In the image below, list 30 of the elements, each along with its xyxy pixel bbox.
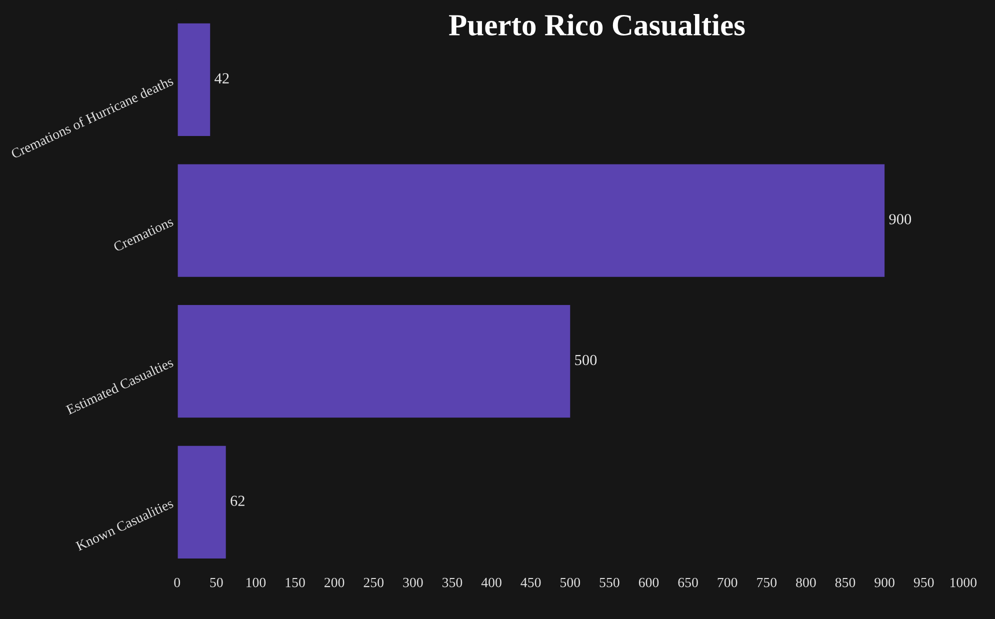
bar [177,446,226,558]
x-tick-label: 1000 [950,578,977,588]
x-tick-label: 250 [364,578,384,588]
x-tick-label: 300 [403,578,423,588]
x-tick-label: 50 [210,578,223,588]
x-tick-label: 0 [174,578,180,588]
x-tick-label: 950 [914,578,934,588]
x-tick-label: 500 [560,578,580,588]
data-label: 900 [889,214,912,224]
x-tick-label: 650 [678,578,698,588]
chart-title: Puerto Rico Casualties [449,14,745,36]
data-label: 500 [575,354,597,366]
bar [177,305,570,418]
data-label: 62 [230,496,244,506]
x-tick-label: 550 [600,578,620,588]
x-tick-label: 100 [246,578,266,588]
x-tick-label: 800 [796,578,816,588]
x-tick-label: 700 [718,578,738,588]
x-tick-label: 400 [481,578,502,588]
bar [177,164,885,277]
data-label: 42 [214,73,229,84]
x-tick-label: 350 [442,578,462,588]
bar [177,23,210,136]
x-tick-label: 850 [835,578,856,588]
x-tick-label: 750 [757,578,777,588]
x-tick-label: 450 [520,578,541,588]
x-tick-label: 600 [638,578,659,588]
x-tick-label: 150 [286,578,305,588]
x-tick-label: 200 [324,578,344,588]
x-tick-label: 900 [874,578,894,588]
